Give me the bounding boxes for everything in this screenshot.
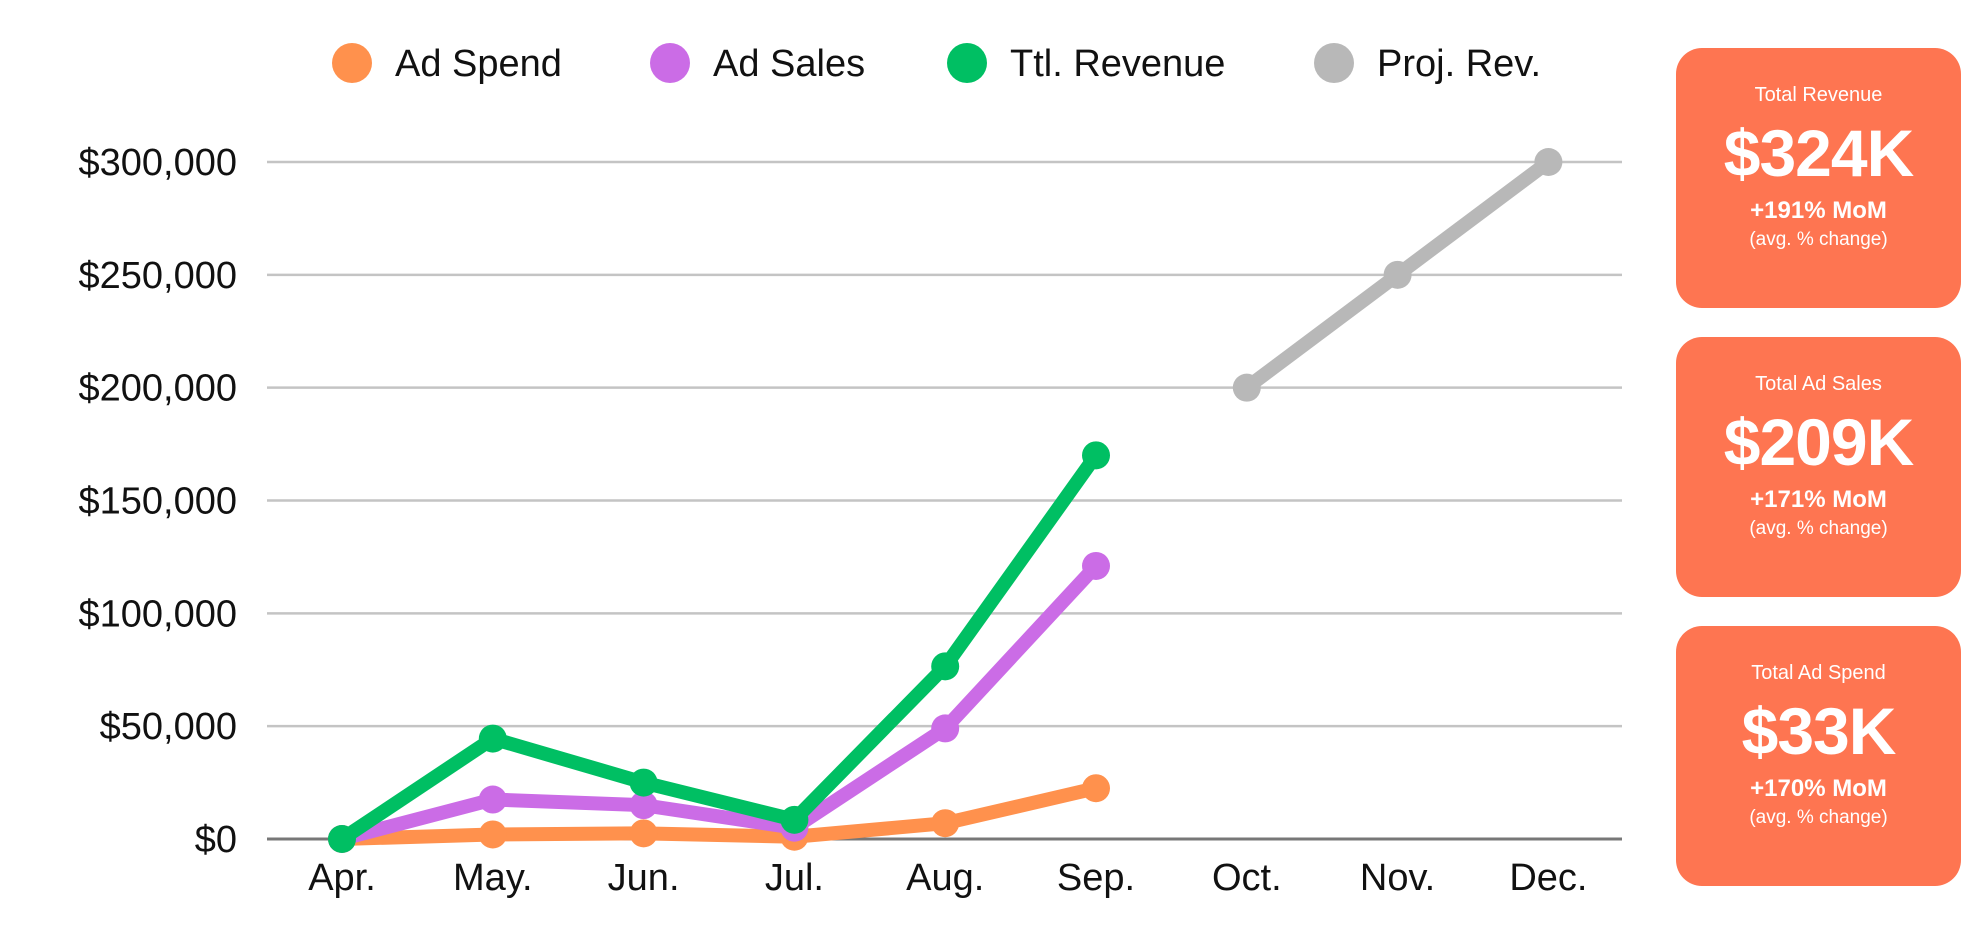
card-value: $324K — [1723, 116, 1915, 190]
legend-marker — [947, 43, 987, 83]
legend-label: Ad Spend — [395, 43, 562, 85]
legend-marker — [1314, 43, 1354, 83]
data-point — [478, 785, 507, 814]
legend-marker — [650, 43, 690, 83]
x-tick-label: Nov. — [1360, 857, 1435, 899]
y-tick-label: $300,000 — [79, 142, 238, 184]
data-point — [478, 724, 507, 753]
card-title: Total Ad Sales — [1755, 373, 1882, 395]
y-tick-label: $150,000 — [79, 481, 238, 523]
legend-label: Ad Sales — [713, 43, 865, 85]
card-value: $33K — [1741, 694, 1897, 768]
data-point — [629, 819, 658, 848]
data-point — [629, 791, 658, 820]
y-tick-label: $200,000 — [79, 368, 238, 410]
data-point — [328, 825, 356, 853]
total-revenue-card: Total Revenue $324K +191% MoM (avg. % ch… — [1676, 48, 1961, 308]
y-tick-label: $50,000 — [100, 706, 237, 748]
x-tick-label: Jul. — [765, 857, 824, 899]
card-value: $209K — [1723, 405, 1915, 479]
y-tick-label: $100,000 — [79, 593, 238, 635]
data-point — [931, 714, 960, 743]
data-point — [478, 820, 507, 849]
x-tick-label: Sep. — [1057, 857, 1135, 899]
legend-marker — [332, 43, 372, 83]
total-ad-sales-card: Total Ad Sales $209K +171% MoM (avg. % c… — [1676, 337, 1961, 597]
card-note: (avg. % change) — [1749, 518, 1888, 539]
data-point — [931, 652, 960, 681]
y-tick-label: $0 — [195, 819, 237, 861]
x-tick-label: May. — [453, 857, 533, 899]
total-ad-spend-card: Total Ad Spend $33K +170% MoM (avg. % ch… — [1676, 626, 1961, 886]
card-change: +170% MoM — [1750, 775, 1887, 802]
data-point — [1383, 260, 1412, 289]
series-line-ad-sales — [335, 558, 1103, 846]
legend-label: Ttl. Revenue — [1010, 43, 1225, 85]
x-tick-label: Oct. — [1212, 857, 1282, 899]
x-tick-label: Apr. — [308, 857, 376, 899]
x-tick-label: Aug. — [906, 857, 984, 899]
data-point — [1534, 148, 1563, 176]
card-note: (avg. % change) — [1749, 229, 1888, 250]
x-tick-label: Dec. — [1509, 857, 1587, 899]
series-line-ad-spend — [335, 781, 1103, 846]
data-point — [931, 809, 960, 838]
card-title: Total Revenue — [1754, 84, 1883, 106]
card-title: Total Ad Spend — [1751, 662, 1886, 684]
x-tick-label: Jun. — [608, 857, 680, 899]
card-change: +191% MoM — [1750, 197, 1887, 224]
data-point — [1082, 551, 1110, 580]
data-point — [780, 805, 809, 834]
data-point — [1082, 774, 1110, 803]
y-tick-label: $250,000 — [79, 255, 238, 297]
legend-label: Proj. Rev. — [1377, 43, 1541, 85]
data-point — [629, 768, 658, 797]
data-point — [1082, 441, 1110, 470]
card-change: +171% MoM — [1750, 486, 1887, 513]
data-point — [1232, 373, 1261, 402]
card-note: (avg. % change) — [1749, 807, 1888, 828]
series-line-ttl-revenue — [335, 448, 1103, 846]
